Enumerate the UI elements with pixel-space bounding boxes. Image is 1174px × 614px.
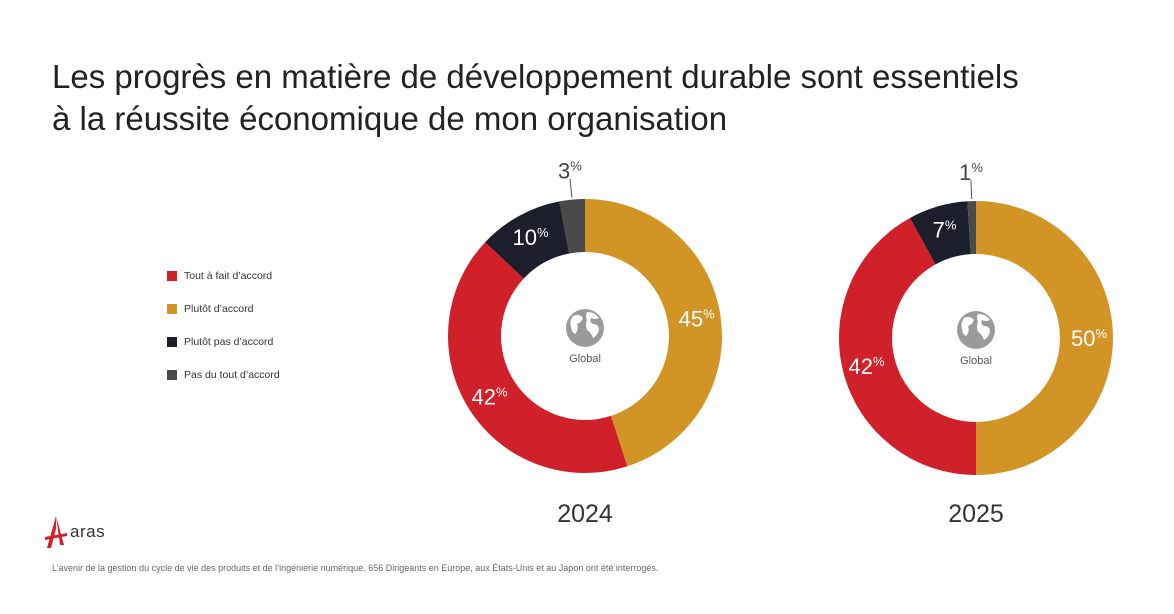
aras-logo: aras bbox=[44, 515, 105, 549]
donut-slice bbox=[839, 217, 976, 475]
page-title: Les progrès en matière de développement … bbox=[52, 56, 1132, 140]
data-label: 42% bbox=[849, 354, 885, 379]
legend-label: Tout à fait d’accord bbox=[184, 269, 273, 282]
data-label: 1% bbox=[959, 160, 983, 185]
legend-swatch bbox=[167, 336, 177, 347]
donut-chart-2024: 45% 42% 10% 3% Global 2024 bbox=[447, 159, 722, 528]
leader-line bbox=[569, 178, 573, 198]
donut-slice bbox=[447, 242, 628, 473]
aras-logo-icon bbox=[45, 516, 67, 548]
legend-label: Pas du tout d’accord bbox=[184, 368, 280, 381]
data-label: 3% bbox=[558, 159, 582, 184]
data-label: 42% bbox=[472, 385, 508, 410]
data-label: 45% bbox=[679, 306, 715, 331]
donut-slice bbox=[485, 201, 570, 279]
donut-chart-2025: 50% 42% 7% 1% Global 2025 bbox=[839, 160, 1113, 528]
chart-legend: Tout à fait d’accord Plutôt d’accord Plu… bbox=[167, 259, 280, 391]
data-label: 10% bbox=[513, 225, 549, 250]
donut-slice bbox=[559, 199, 585, 254]
legend-label: Plutôt pas d’accord bbox=[184, 335, 274, 348]
legend-label: Plutôt d’accord bbox=[184, 302, 254, 315]
donut-slice bbox=[585, 199, 722, 467]
center-label: Global bbox=[569, 353, 601, 365]
chart-year-label: 2024 bbox=[557, 500, 613, 528]
donut-slice bbox=[967, 201, 976, 255]
donut-slice bbox=[909, 201, 971, 265]
data-label: 50% bbox=[1071, 326, 1107, 351]
legend-item-plutot: Plutôt d’accord bbox=[167, 292, 280, 325]
legend-swatch bbox=[167, 270, 177, 281]
leader-line bbox=[970, 180, 973, 200]
globe-icon bbox=[566, 309, 604, 347]
legend-swatch bbox=[167, 369, 177, 380]
data-label: 7% bbox=[933, 217, 957, 242]
legend-swatch bbox=[167, 303, 177, 314]
center-label: Global bbox=[960, 355, 992, 367]
title-line-1: Les progrès en matière de développement … bbox=[52, 58, 1019, 95]
globe-icon bbox=[957, 311, 995, 349]
legend-item-pas-du-tout: Pas du tout d’accord bbox=[167, 358, 280, 391]
donut-slice bbox=[976, 201, 1113, 475]
title-line-2: à la réussite économique de mon organisa… bbox=[52, 100, 728, 137]
chart-year-label: 2025 bbox=[948, 500, 1004, 528]
footnote: L’avenir de la gestion du cycle de vie d… bbox=[52, 563, 659, 573]
logo-text: aras bbox=[70, 522, 106, 541]
legend-item-plutot-pas: Plutôt pas d’accord bbox=[167, 325, 280, 358]
legend-item-tout-a-fait: Tout à fait d’accord bbox=[167, 259, 280, 292]
